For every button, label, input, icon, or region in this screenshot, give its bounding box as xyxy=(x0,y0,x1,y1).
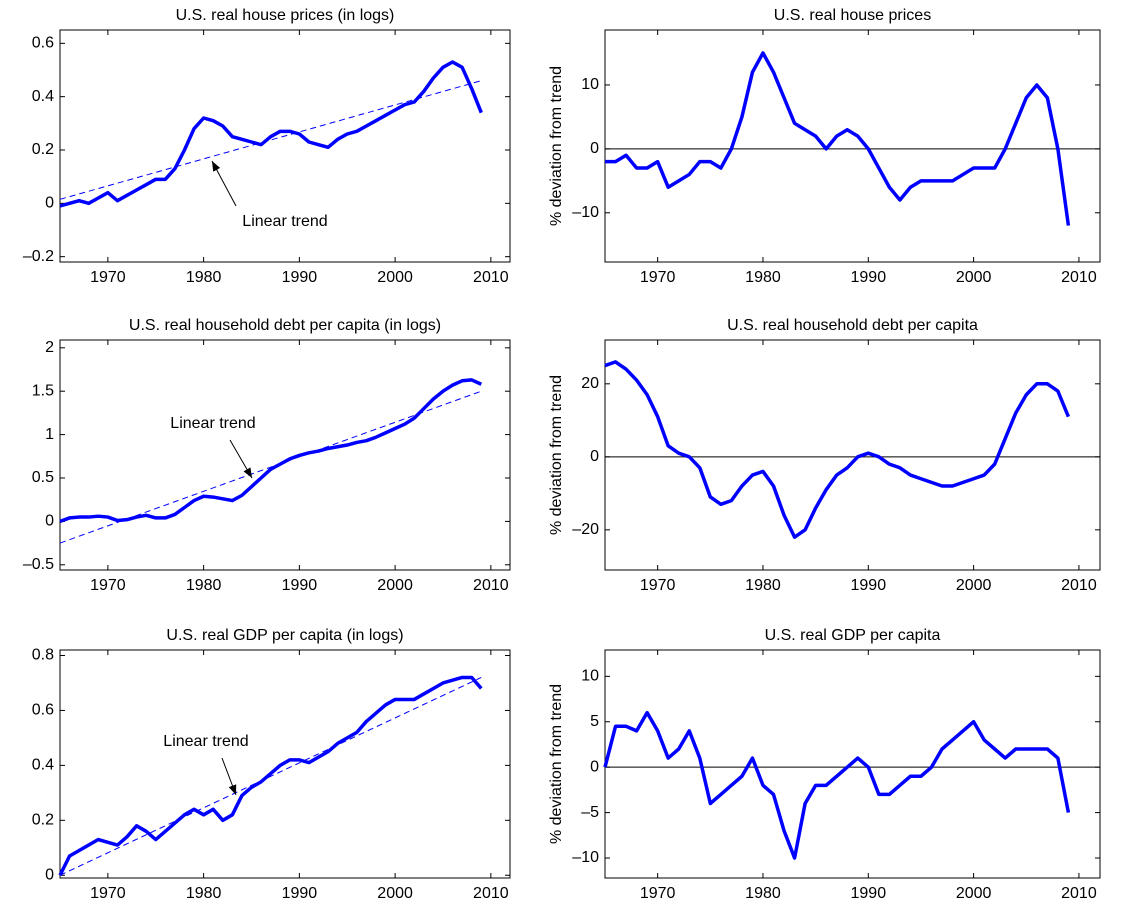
data-line xyxy=(605,51,1071,226)
annotation-arrow xyxy=(211,160,237,207)
y-tick-label: 0.6 xyxy=(32,702,54,719)
y-tick-label: 5 xyxy=(590,713,599,730)
chart-title: U.S. real household debt per capita (in … xyxy=(129,317,441,334)
y-tick-label: 0.2 xyxy=(32,812,54,829)
plot-box xyxy=(59,29,511,263)
x-tick-label: 2010 xyxy=(1061,269,1097,286)
data-line xyxy=(59,378,483,524)
y-tick-label: –5 xyxy=(581,804,599,821)
x-tick-label: 1990 xyxy=(851,885,887,902)
y-tick-label: 10 xyxy=(581,76,599,93)
y-axis-label: % deviation from trend xyxy=(548,375,565,535)
annotation-arrow xyxy=(221,757,237,796)
annotation-arrow xyxy=(229,439,253,479)
y-tick-label: –0.5 xyxy=(23,556,54,573)
x-tick-label: 1970 xyxy=(90,269,126,286)
data-line xyxy=(603,710,1071,860)
x-tick-label: 2000 xyxy=(956,269,992,286)
chart-title: U.S. real GDP per capita (in logs) xyxy=(166,627,403,644)
y-axis-label: % deviation from trend xyxy=(548,684,565,844)
x-tick-label: 1990 xyxy=(851,269,887,286)
x-tick-label: 2000 xyxy=(956,577,992,594)
y-tick-label: 0 xyxy=(45,866,54,883)
x-tick-label: 1990 xyxy=(282,885,318,902)
y-axis-label: % deviation from trend xyxy=(548,66,565,226)
y-tick-label: 0.6 xyxy=(32,35,54,52)
y-tick-label: 0 xyxy=(45,513,54,530)
y-tick-label: 10 xyxy=(581,668,599,685)
x-tick-label: 2000 xyxy=(377,269,413,286)
y-tick-label: 0.2 xyxy=(32,141,54,158)
y-tick-label: 1.5 xyxy=(32,382,54,399)
x-tick-label: 1980 xyxy=(186,269,222,286)
x-tick-label: 2000 xyxy=(956,885,992,902)
trend-line xyxy=(59,677,482,876)
x-tick-label: 1980 xyxy=(186,577,222,594)
x-tick-label: 1970 xyxy=(640,577,676,594)
chart-title: U.S. real house prices xyxy=(774,7,931,24)
x-tick-label: 1970 xyxy=(640,269,676,286)
y-tick-label: 0.4 xyxy=(32,88,54,105)
y-tick-label: –20 xyxy=(572,521,599,538)
y-tick-label: 1 xyxy=(45,426,54,443)
y-tick-label: –0.2 xyxy=(23,248,54,265)
x-tick-label: 1980 xyxy=(186,885,222,902)
annotation: Linear trend xyxy=(242,213,327,230)
x-tick-label: 2000 xyxy=(377,885,413,902)
x-tick-label: 1990 xyxy=(851,577,887,594)
y-tick-label: 20 xyxy=(581,375,599,392)
trend-line xyxy=(59,80,482,200)
y-tick-label: 0 xyxy=(45,195,54,212)
y-tick-label: 0.4 xyxy=(32,757,54,774)
x-tick-label: 1990 xyxy=(282,269,318,286)
x-tick-label: 2010 xyxy=(473,577,509,594)
x-tick-label: 1980 xyxy=(745,269,781,286)
x-tick-label: 1980 xyxy=(745,885,781,902)
data-line xyxy=(604,360,1071,539)
x-tick-label: 2010 xyxy=(473,269,509,286)
x-tick-label: 2010 xyxy=(1061,577,1097,594)
data-line xyxy=(58,675,483,877)
y-tick-label: 2 xyxy=(45,339,54,356)
y-tick-label: 0.8 xyxy=(32,647,54,664)
annotation: Linear trend xyxy=(170,415,255,432)
plot-box xyxy=(604,29,1101,263)
x-tick-label: 1970 xyxy=(90,577,126,594)
chart-title: U.S. real household debt per capita xyxy=(727,317,978,334)
chart-title: U.S. real GDP per capita xyxy=(765,627,941,644)
x-tick-label: 1990 xyxy=(282,577,318,594)
x-tick-label: 2010 xyxy=(473,885,509,902)
x-tick-label: 1980 xyxy=(745,577,781,594)
x-tick-label: 1970 xyxy=(640,885,676,902)
annotation: Linear trend xyxy=(163,733,248,750)
y-tick-label: 0.5 xyxy=(32,469,54,486)
x-tick-label: 1970 xyxy=(90,885,126,902)
y-tick-label: –10 xyxy=(572,204,599,221)
y-tick-label: 0 xyxy=(590,140,599,157)
data-line xyxy=(59,60,483,208)
y-tick-label: –10 xyxy=(572,849,599,866)
plot-box xyxy=(59,339,511,571)
chart-title: U.S. real house prices (in logs) xyxy=(176,7,395,24)
x-tick-label: 2010 xyxy=(1061,885,1097,902)
y-tick-label: 0 xyxy=(590,448,599,465)
x-tick-label: 2000 xyxy=(377,577,413,594)
y-tick-label: 0 xyxy=(590,758,599,775)
